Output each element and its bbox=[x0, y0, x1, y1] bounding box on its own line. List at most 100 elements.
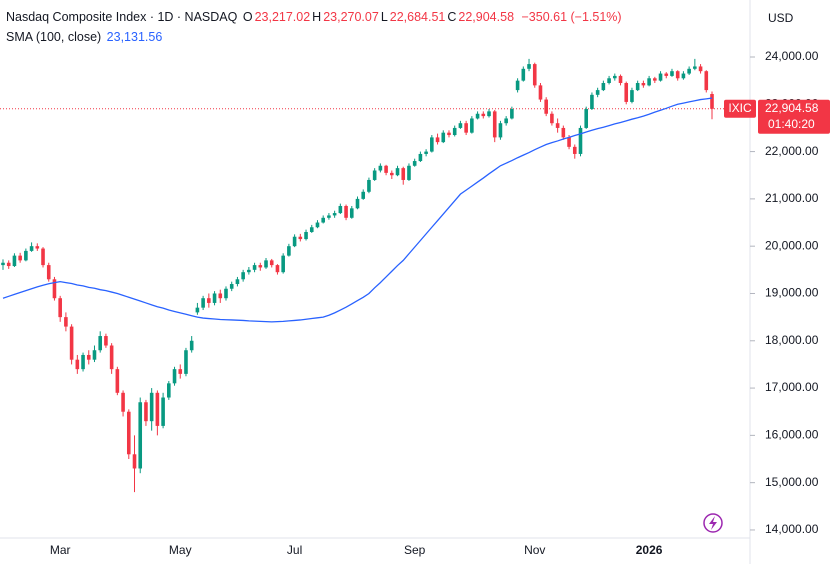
candle-body bbox=[275, 265, 280, 273]
x-tick-label: May bbox=[169, 543, 192, 557]
candle-body bbox=[115, 369, 120, 393]
x-tick-label: Sep bbox=[404, 543, 426, 557]
candle-body bbox=[184, 350, 188, 374]
candle-body bbox=[18, 255, 22, 261]
candle-body bbox=[269, 260, 274, 266]
candle-body bbox=[121, 392, 125, 412]
candle-body bbox=[264, 260, 268, 268]
candle-body bbox=[550, 113, 554, 124]
candle-body bbox=[430, 137, 434, 152]
sma-value: 23,131.56 bbox=[106, 30, 163, 44]
candle-body bbox=[521, 68, 526, 81]
ohlc-key: O bbox=[242, 10, 253, 24]
y-tick-label: 16,000.00 bbox=[765, 428, 819, 442]
candle-body bbox=[292, 236, 297, 247]
ohlc-key: C bbox=[447, 10, 457, 24]
candle-body bbox=[635, 83, 640, 91]
candle-body bbox=[235, 279, 240, 285]
candle-body bbox=[69, 326, 74, 360]
candle-body bbox=[481, 113, 486, 117]
candle-body bbox=[241, 272, 245, 280]
sma-line bbox=[2, 97, 713, 323]
candle-body bbox=[607, 78, 611, 84]
candle-body bbox=[441, 132, 446, 143]
candle-body bbox=[424, 151, 428, 154]
candle-body bbox=[229, 284, 234, 289]
candle-body bbox=[658, 73, 663, 81]
candle-body bbox=[464, 123, 468, 133]
candle-body bbox=[327, 215, 331, 218]
y-tick-label: 17,000.00 bbox=[765, 380, 819, 394]
candle-body bbox=[224, 288, 228, 299]
candle-body bbox=[92, 350, 97, 360]
symbol-title: Nasdaq Composite Index · 1D · NASDAQ bbox=[6, 10, 238, 24]
candle-body bbox=[412, 161, 417, 166]
candle-body bbox=[138, 402, 143, 469]
ohlc-key: L bbox=[380, 10, 388, 24]
sma-label: SMA (100, close) bbox=[6, 30, 102, 44]
y-tick-label: 19,000.00 bbox=[765, 286, 819, 300]
candle-body bbox=[281, 255, 285, 273]
y-tick-label: 22,000.00 bbox=[765, 144, 819, 158]
candle-body bbox=[630, 90, 634, 102]
candle-body bbox=[487, 111, 491, 117]
candle-body bbox=[567, 137, 571, 147]
x-tick-label: 2026 bbox=[636, 543, 663, 557]
y-tick-label: 15,000.00 bbox=[765, 475, 819, 489]
candle-body bbox=[24, 250, 28, 261]
candle-body bbox=[349, 208, 354, 218]
candle-body bbox=[418, 153, 423, 162]
candle-body bbox=[161, 397, 165, 426]
candle-body bbox=[132, 454, 137, 469]
candle-body bbox=[624, 83, 629, 102]
candle-body bbox=[693, 66, 697, 69]
candle-body bbox=[641, 83, 646, 86]
candle-body bbox=[86, 354, 91, 360]
candle-body bbox=[172, 369, 177, 384]
candle-body bbox=[384, 165, 388, 173]
candle-body bbox=[555, 123, 560, 128]
x-tick-label: Mar bbox=[50, 543, 71, 557]
candle-body bbox=[687, 68, 691, 74]
symbol-label: IXIC bbox=[728, 101, 752, 115]
y-tick-label: 18,000.00 bbox=[765, 333, 819, 347]
candle-body bbox=[35, 246, 40, 249]
ohlc-value: 23,217.02 bbox=[254, 10, 311, 24]
candle-body bbox=[475, 113, 480, 119]
candle-body bbox=[544, 99, 548, 114]
candle-body bbox=[29, 246, 34, 251]
candle-body bbox=[470, 118, 474, 133]
ohlc-value: 23,270.07 bbox=[323, 10, 379, 24]
candle-body bbox=[601, 83, 606, 91]
candle-body bbox=[698, 66, 703, 72]
candle-body bbox=[452, 127, 457, 136]
candle-body bbox=[155, 392, 160, 426]
candle-body bbox=[390, 172, 394, 176]
candle-body bbox=[401, 168, 406, 180]
candle-body bbox=[258, 265, 263, 268]
alert-icon[interactable] bbox=[703, 513, 723, 533]
candle-body bbox=[704, 71, 709, 91]
ohlc-key: H bbox=[312, 10, 322, 24]
candle-body bbox=[355, 198, 360, 209]
candle-body bbox=[681, 73, 686, 79]
candle-body bbox=[653, 78, 657, 81]
candle-body bbox=[532, 64, 537, 86]
candle-body bbox=[81, 354, 85, 370]
candle-body bbox=[201, 298, 205, 308]
candle-body bbox=[46, 265, 51, 280]
candle-body bbox=[407, 165, 411, 180]
candle-body bbox=[510, 109, 514, 119]
candle-body bbox=[395, 168, 400, 176]
candle-body bbox=[41, 248, 45, 266]
candle-body bbox=[178, 369, 183, 374]
candle-body bbox=[527, 64, 531, 69]
indicator-line: SMA (100, close) 23,131.56 bbox=[6, 30, 164, 44]
candle-body bbox=[98, 336, 103, 351]
candle-body bbox=[109, 345, 114, 370]
candle-body bbox=[207, 298, 211, 303]
candle-body bbox=[1, 262, 5, 266]
candle-body bbox=[647, 78, 651, 86]
